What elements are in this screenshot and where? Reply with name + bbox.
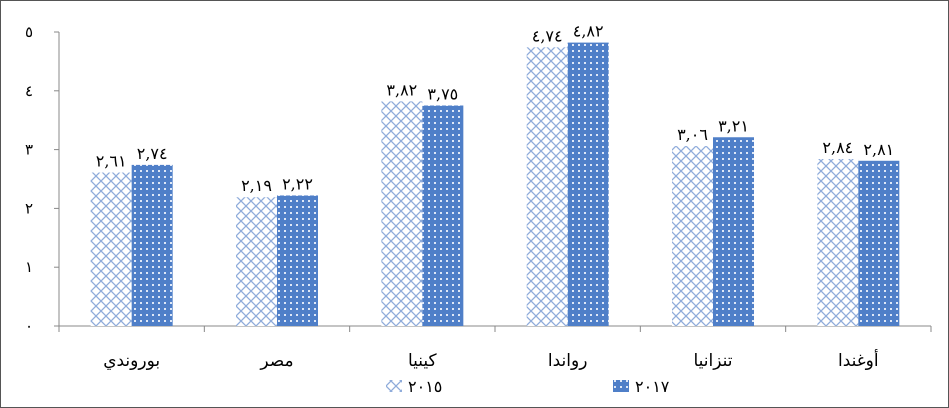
- legend: ٢٠١٥ ٢٠١٧: [386, 377, 670, 396]
- category-label: بوروندي: [103, 351, 160, 371]
- bar-series1: [817, 159, 859, 326]
- data-label: ٣,٠٦: [677, 125, 708, 144]
- y-tick-label: ٢: [25, 199, 33, 217]
- data-label: ٣,٧٥: [427, 85, 458, 104]
- bar-series1: [672, 146, 713, 326]
- y-tick-label: ١: [25, 258, 33, 276]
- bars: [90, 42, 900, 327]
- data-label: ٢,٦١: [96, 152, 127, 171]
- data-label: ٢,٢٢: [282, 174, 313, 193]
- data-label: ٢,٨٤: [822, 138, 853, 157]
- category-label: مصر: [259, 351, 293, 371]
- y-tick-label: ٥: [25, 23, 33, 41]
- bar-series2: [277, 195, 318, 326]
- category-label: تنزانيا: [693, 351, 732, 371]
- data-label: ٢,٧٤: [137, 144, 168, 163]
- data-label: ٣,٢١: [718, 116, 749, 135]
- labels: ٢,٦١ ٢,٧٤ بوروندي ٢,١٩ ٢,٢٢ مصر ٣,٨٢ ٣,٧٥ كينيا ٤…: [96, 22, 894, 371]
- data-label: ٤,٨٢: [573, 22, 604, 41]
- bar-series2: [131, 164, 173, 326]
- legend-label: ٢٠١٧: [635, 377, 670, 396]
- bar-series2: [422, 105, 464, 326]
- bar-series2: [858, 160, 900, 326]
- bar-series1: [526, 47, 568, 327]
- bar-series2: [713, 137, 754, 326]
- category-label: أوغندا: [838, 349, 879, 371]
- data-label: ٤,٧٤: [532, 26, 563, 45]
- legend-swatch: [386, 380, 402, 392]
- bar-series1: [90, 172, 132, 326]
- bar-series1: [381, 101, 423, 326]
- data-label: ٢,١٩: [241, 176, 272, 195]
- legend-label: ٢٠١٥: [408, 377, 442, 396]
- axes: ٠ ١ ٢ ٣ ٤ ٥: [25, 23, 932, 335]
- category-label: رواندا: [548, 351, 588, 371]
- legend-swatch: [613, 380, 629, 392]
- bar-series2: [567, 42, 609, 327]
- y-tick-label: ٣: [25, 141, 33, 159]
- category-label: كينيا: [408, 351, 438, 371]
- data-label: ٣,٨٢: [386, 80, 417, 99]
- y-tick-label: ٠: [25, 317, 33, 335]
- data-label: ٢,٨١: [863, 140, 894, 159]
- y-tick-label: ٤: [25, 82, 33, 100]
- bar-series1: [236, 197, 277, 326]
